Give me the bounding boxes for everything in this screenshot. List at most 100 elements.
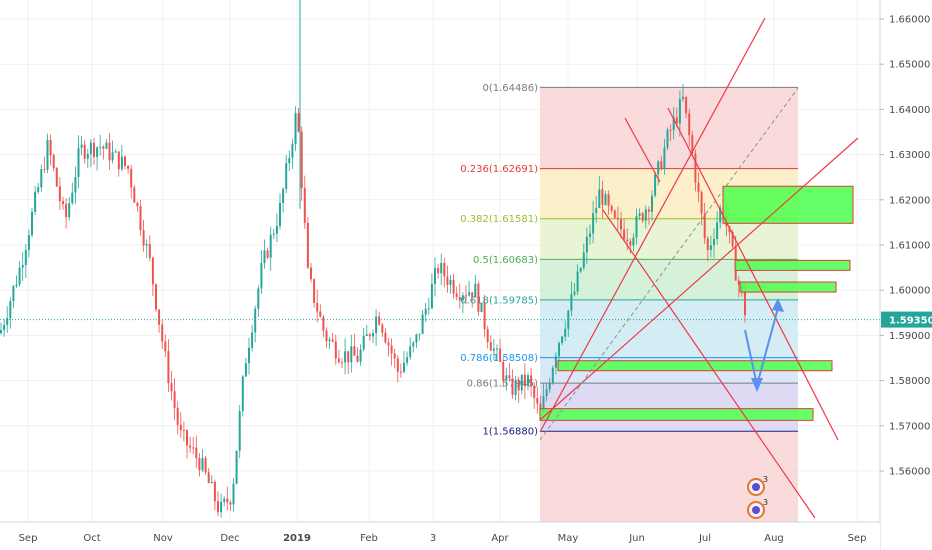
candle-body <box>83 144 86 159</box>
candlestick-series <box>0 0 746 518</box>
candle-body <box>496 348 498 350</box>
candle-body <box>217 501 219 513</box>
candle-body <box>682 96 684 100</box>
fib-level-label: 0.86(1.57945) <box>467 379 539 390</box>
candle-body <box>244 363 247 377</box>
candle-body <box>647 209 650 212</box>
candle-body <box>362 335 365 350</box>
candle-body <box>567 310 570 329</box>
candle-body <box>685 96 688 114</box>
candle-body <box>93 142 95 157</box>
projection-arrowhead <box>772 298 784 312</box>
candle-body <box>399 371 402 373</box>
candle-body <box>37 187 40 192</box>
candle-body <box>381 324 384 333</box>
fibonacci-retracement[interactable]: 0(1.64486) 0.236(1.62691) 0.382(1.61581) 0.… <box>460 83 798 522</box>
candle-body <box>213 481 216 502</box>
drawings[interactable]: 33 <box>0 17 880 519</box>
candle-body <box>443 262 446 277</box>
candle-body <box>465 295 467 297</box>
candle-body <box>235 450 238 484</box>
candle-body <box>297 113 300 132</box>
candle-body <box>678 99 681 124</box>
candle-body <box>337 358 340 363</box>
candle-body <box>610 205 613 211</box>
fib-level-label: 0.382(1.61581) <box>460 214 538 225</box>
candle-body <box>700 192 703 214</box>
trendline[interactable] <box>539 17 766 433</box>
fib-level-label: 1(1.56880) <box>482 427 538 438</box>
price-axis-bg <box>880 0 932 550</box>
candle-body <box>49 139 52 156</box>
candle-body <box>0 330 2 334</box>
trendline[interactable] <box>602 209 816 519</box>
candle-body <box>266 250 269 258</box>
candle-body <box>548 382 551 390</box>
candle-body <box>424 308 427 315</box>
candle-body <box>607 194 610 206</box>
zone-box[interactable] <box>557 360 833 372</box>
candle-body <box>396 358 399 372</box>
zone-box[interactable] <box>734 259 851 271</box>
candle-body <box>632 237 635 246</box>
candle-body <box>142 230 145 246</box>
candle-body <box>313 279 316 303</box>
candle-body <box>452 279 455 294</box>
candle-body <box>80 144 83 148</box>
candle-body <box>663 147 666 169</box>
time-tick-label: 2019 <box>283 533 311 544</box>
candle-body <box>539 403 542 412</box>
candle-body <box>638 213 641 217</box>
candle-body <box>737 280 740 285</box>
candle-body <box>375 316 378 334</box>
candle-body <box>530 375 533 386</box>
candle-body <box>350 346 353 363</box>
time-tick-label: 3 <box>430 533 436 544</box>
current-price-label: 1.59350 <box>889 316 932 327</box>
candle-body <box>43 169 46 171</box>
zone-box[interactable] <box>739 281 837 293</box>
zone-box[interactable] <box>722 185 854 224</box>
trendline[interactable] <box>667 107 839 441</box>
candle-body <box>604 194 607 205</box>
time-tick-label: Feb <box>360 533 378 544</box>
candle-body <box>561 336 564 343</box>
candle-body <box>458 297 461 301</box>
candle-body <box>192 447 195 449</box>
candle-body <box>468 292 471 296</box>
time-tick-label: Jul <box>698 533 711 544</box>
candle-body <box>623 229 626 240</box>
candle-body <box>409 346 412 358</box>
candle-body <box>201 458 204 471</box>
candle-body <box>179 424 182 431</box>
candle-body <box>195 447 198 459</box>
candle-body <box>269 234 272 258</box>
candle-body <box>176 408 179 425</box>
candle-body <box>384 332 387 343</box>
candle-body <box>111 152 114 161</box>
trendline[interactable] <box>539 137 859 421</box>
candle-body <box>151 257 154 285</box>
candle-body <box>573 291 576 295</box>
zone-box[interactable] <box>539 408 814 421</box>
event-marker-dot <box>752 483 760 491</box>
candle-body <box>654 174 657 196</box>
candle-body <box>130 168 133 188</box>
candle-body <box>223 498 226 502</box>
candle-body <box>570 294 573 311</box>
candle-body <box>105 142 108 149</box>
candle-body <box>291 143 294 158</box>
candle-body <box>651 195 653 212</box>
candle-body <box>282 188 285 203</box>
candle-body <box>629 241 632 246</box>
candle-body <box>117 151 120 170</box>
candle-body <box>288 157 291 164</box>
candle-body <box>331 339 334 342</box>
candle-body <box>319 311 322 317</box>
trendline[interactable] <box>624 117 661 183</box>
candle-body <box>145 243 148 246</box>
candle-body <box>554 356 557 368</box>
